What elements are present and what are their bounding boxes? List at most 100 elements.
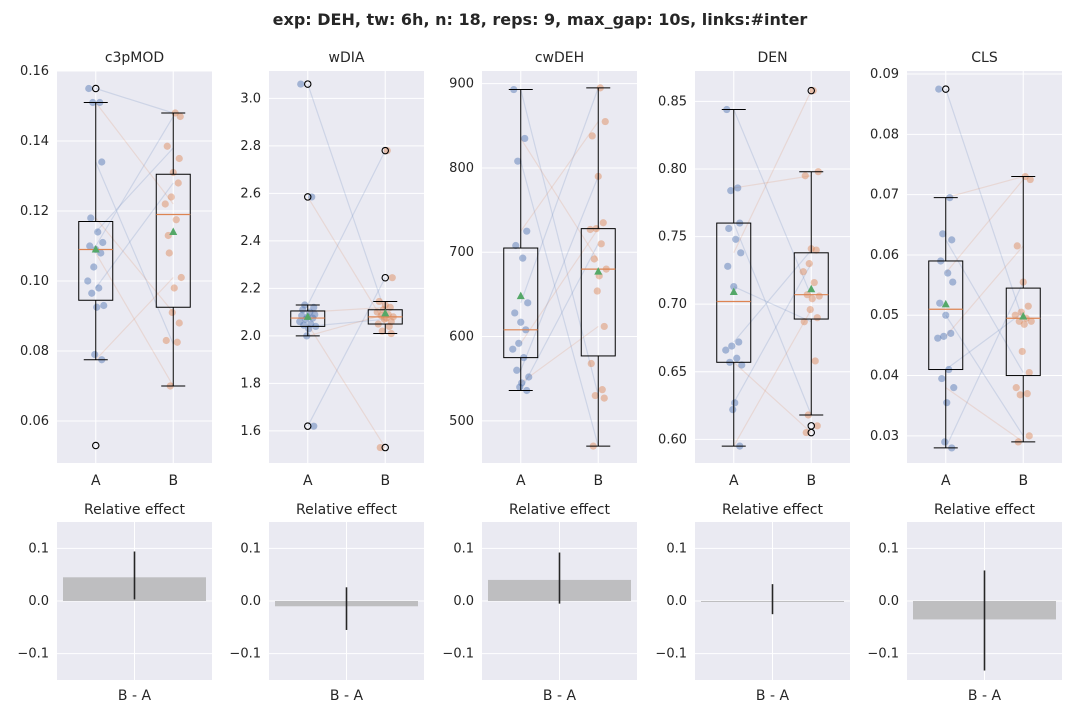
point-a	[735, 338, 743, 346]
x-tick-label: A	[729, 473, 739, 489]
point-a	[85, 84, 93, 93]
point-a	[299, 306, 307, 314]
point-b	[808, 295, 816, 303]
point-b	[177, 273, 185, 282]
y-tick-label: 0.16	[20, 64, 49, 79]
pair-link	[307, 277, 386, 427]
point-b	[813, 314, 821, 322]
point-a	[733, 354, 741, 362]
point-a	[84, 277, 92, 285]
point-a	[521, 134, 529, 143]
point-b	[593, 287, 601, 295]
pair-link	[733, 263, 812, 404]
y-tick-label: 0.65	[658, 365, 687, 380]
pair-link	[733, 309, 812, 447]
y-tick-label: 0.60	[658, 432, 687, 447]
point-b	[387, 318, 395, 326]
plot-area	[57, 71, 212, 463]
effect-c3pmod: −0.1 0.0 0.1 Relative effect B - A	[17, 502, 212, 704]
pair-link	[95, 182, 174, 289]
flier	[303, 193, 312, 201]
point-a	[87, 214, 95, 222]
pair-link	[520, 138, 599, 261]
y-tick-label: 0.08	[20, 344, 49, 359]
pair-link	[945, 245, 1024, 337]
point-a	[509, 345, 517, 353]
point-b	[383, 146, 391, 155]
plot-area	[695, 71, 850, 463]
effect-title: Relative effect	[84, 502, 185, 518]
point-a	[300, 321, 308, 329]
point-a	[948, 236, 956, 244]
flier	[303, 422, 312, 430]
subplot-title: wDIA	[329, 50, 365, 66]
effect-title: Relative effect	[722, 502, 823, 518]
point-a	[512, 241, 520, 250]
pair-link	[95, 217, 174, 313]
x-tick-label: B - A	[330, 688, 364, 704]
point-a	[98, 158, 106, 166]
point-b	[1023, 390, 1031, 398]
y-tick-label: −0.1	[867, 647, 899, 662]
y-tick-label: 0.07	[870, 188, 899, 203]
y-tick-label: 900	[449, 77, 474, 92]
pair-link	[95, 116, 174, 247]
point-a	[949, 278, 957, 286]
point-a	[524, 299, 532, 307]
point-b	[163, 142, 171, 150]
point-a	[934, 334, 942, 342]
point-a	[95, 284, 103, 292]
point-b	[388, 274, 396, 282]
point-a	[943, 399, 951, 407]
y-tick-label: 0.0	[666, 594, 687, 609]
point-b	[385, 322, 393, 330]
point-a	[86, 242, 94, 250]
x-tick-label: B - A	[968, 688, 1002, 704]
point-a	[725, 224, 733, 233]
effect-den: −0.1 0.0 0.1 Relative effect B - A	[655, 502, 850, 704]
effect-title: Relative effect	[509, 502, 610, 518]
flier	[381, 443, 389, 452]
y-tick-label: 2.0	[240, 329, 261, 344]
point-b	[591, 391, 599, 400]
x-tick-label: B	[806, 473, 816, 489]
point-b	[1016, 391, 1024, 399]
point-b	[588, 132, 596, 140]
figure-title: exp: DEH, tw: 6h, n: 18, reps: 9, max_ga…	[272, 10, 808, 29]
point-b	[1020, 320, 1028, 328]
point-a	[310, 303, 318, 311]
y-tick-label: 1.8	[240, 376, 261, 391]
point-a	[94, 228, 102, 236]
x-tick-label: A	[303, 473, 313, 489]
pair-link	[95, 161, 174, 345]
y-tick-label: 2.2	[240, 281, 261, 296]
y-tick-label: 0.10	[20, 274, 49, 289]
subplot-wdia: 1.6 1.8 2.0 2.2 2.4 2.6 2.8 3.0 wDIA A B	[240, 50, 424, 489]
pair-link	[945, 387, 1024, 443]
mean-marker	[594, 267, 603, 275]
y-tick-label: 0.09	[870, 67, 899, 82]
point-b	[600, 322, 608, 331]
point-a	[296, 318, 304, 326]
pair-link	[945, 239, 1024, 373]
x-tick-label: B - A	[543, 688, 577, 704]
mean-marker	[729, 287, 738, 296]
point-b	[174, 179, 182, 187]
point-a	[942, 311, 950, 319]
point-a	[947, 329, 955, 337]
point-a	[514, 157, 522, 165]
mean-marker	[807, 284, 816, 293]
pair-link	[945, 179, 1024, 274]
point-a	[734, 184, 742, 192]
point-b	[386, 303, 394, 311]
point-a	[939, 230, 947, 238]
point-a	[93, 303, 101, 311]
plot-area	[907, 71, 1062, 463]
point-a	[91, 350, 99, 359]
point-a	[90, 263, 98, 271]
y-tick-label: 0.1	[453, 541, 474, 556]
effect-title: Relative effect	[296, 502, 397, 518]
point-a	[99, 238, 107, 247]
y-tick-label: 0.1	[240, 541, 261, 556]
